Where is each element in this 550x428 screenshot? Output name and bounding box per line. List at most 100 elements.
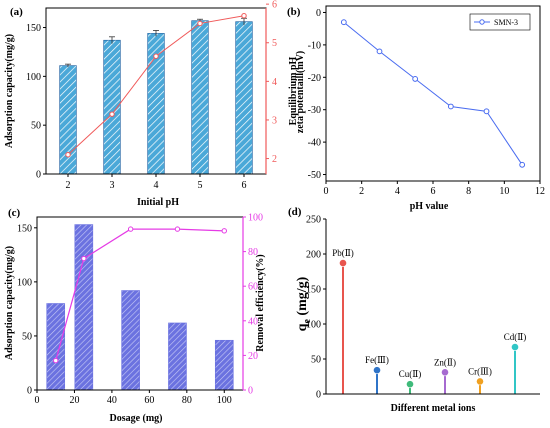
xtick-label-b: 10 (499, 186, 509, 197)
xtick-label-a: 2 (66, 180, 71, 191)
panel-a: (a) 2 3 4 5 6 0 50 100 150 2 3 4 5 6 Initial pH Adsor… (4, 0, 299, 208)
panel-b: (b) 0 2 4 6 8 10 12 0 -10 -20 -30 -40 -50 SMN-3 pH va… (287, 5, 545, 212)
point-zeta-7 (447, 103, 454, 110)
xtick-label-b: 8 (466, 186, 471, 197)
panel-d-ylabel-q: q (295, 323, 310, 331)
point-removal-75 (174, 226, 181, 232)
ytick-label-c: 100 (17, 277, 32, 288)
ytick-label-d: 200 (306, 250, 321, 261)
bar-c-25 (74, 224, 94, 391)
ytick-label-c: 0 (27, 386, 32, 397)
ytick-label-d: 100 (306, 320, 321, 331)
xtick-label-a: 6 (242, 180, 247, 191)
ion-label: Pb(Ⅱ) (332, 248, 354, 258)
marker-4 (476, 377, 484, 386)
ion-label: Cu(Ⅱ) (399, 369, 422, 379)
ytick-label-b: -10 (308, 40, 321, 51)
ytick-label-a: 150 (26, 23, 41, 34)
panel-c-xlabel: Dosage (mg) (109, 413, 162, 424)
panel-a-xlabel: Initial pH (137, 197, 179, 208)
point-zeta-5 (412, 76, 419, 82)
xtick-label-c: 60 (144, 395, 154, 406)
marker-0 (339, 259, 347, 267)
ion-label: Cr(Ⅲ) (468, 366, 492, 376)
point-eq-ph-2 (65, 151, 71, 158)
xtick-label-c: 100 (217, 395, 232, 406)
ytick-label-b: -20 (308, 73, 321, 84)
bar-c-75 (168, 322, 187, 391)
y2tick-label-a: 6 (272, 0, 277, 11)
y2tick-label-c: 40 (248, 316, 258, 327)
y2tick-label-c: 0 (248, 386, 253, 397)
panel-c: (c) 0 20 40 60 80 100 0 50 100 150 0 20 40 60 80 100 Do… (4, 207, 266, 424)
legend-marker-b (479, 19, 485, 25)
point-zeta-3 (376, 48, 383, 55)
marker-3 (441, 368, 449, 377)
legend-box-b (469, 13, 531, 31)
marker-1 (373, 366, 381, 375)
y2tick-label-c: 20 (248, 351, 258, 362)
plot-frame-b (325, 5, 541, 182)
point-removal-100 (221, 228, 227, 234)
xtick-label-b: 2 (359, 186, 364, 197)
bar-a-2 (59, 65, 77, 175)
y2tick-label-c: 100 (248, 213, 263, 224)
point-eq-ph-5 (197, 20, 203, 27)
y2tick-label-c: 60 (248, 282, 258, 293)
ytick-label-c: 150 (17, 223, 32, 234)
ytick-label-b: 0 (316, 8, 321, 19)
panel-b-xlabel: pH value (410, 201, 449, 212)
xtick-label-c: 20 (69, 395, 79, 406)
panel-a-y2label: Equilibrium pH (288, 56, 299, 125)
ion-label: Zn(Ⅱ) (434, 357, 456, 367)
ytick-label-a: 50 (31, 121, 41, 132)
xtick-label-b: 12 (535, 186, 545, 197)
ytick-label-a: 100 (26, 72, 41, 83)
bar-a-6 (235, 21, 253, 175)
y2tick-label-a: 4 (272, 77, 277, 88)
panel-d-xlabel: Different metal ions (391, 403, 476, 414)
point-removal-50 (127, 226, 134, 232)
panel-c-y2label: Removal efficiency(%) (255, 254, 266, 351)
bar-a-5 (191, 20, 209, 175)
xtick-label-b: 0 (324, 186, 329, 197)
marker-2 (406, 380, 414, 389)
point-eq-ph-6 (241, 13, 247, 19)
bar-c-10 (46, 303, 66, 391)
point-zeta-1 (340, 19, 347, 26)
panel-d: (d) Pb(Ⅱ) Fe(Ⅲ) Cu(Ⅱ) Zn(Ⅱ) Cr(Ⅲ) Cd(Ⅱ) 0 50 100… (288, 206, 540, 414)
ytick-label-d: 150 (306, 285, 321, 296)
panel-d-ylabel-sub: e (302, 319, 313, 324)
ytick-label-b: -40 (308, 138, 321, 149)
xtick-label-a: 5 (198, 180, 203, 191)
panel-a-ylabel: Adsorption capacity(mg/g) (4, 34, 15, 148)
point-zeta-11 (519, 161, 526, 168)
xtick-label-c: 0 (35, 395, 40, 406)
panel-c-label: (c) (8, 207, 21, 219)
plot-frame-c (36, 216, 244, 391)
panel-d-label: (d) (288, 206, 302, 218)
xtick-label-a: 4 (154, 180, 159, 191)
panel-d-ylabel-unit: (mg/g) (295, 276, 310, 319)
y2tick-label-a: 2 (272, 154, 277, 165)
ion-label: Fe(Ⅲ) (365, 355, 389, 365)
ytick-label-d: 0 (316, 390, 321, 401)
point-removal-10 (53, 357, 59, 364)
xtick-label-c: 80 (182, 395, 192, 406)
y2tick-label-a: 3 (272, 115, 277, 126)
marker-5 (511, 343, 519, 351)
ytick-label-d: 250 (306, 215, 321, 226)
legend-label-smn3: SMN-3 (494, 18, 518, 27)
xtick-label-b: 4 (395, 186, 400, 197)
ytick-label-c: 50 (22, 331, 32, 342)
panel-a-label: (a) (10, 6, 23, 18)
xtick-label-c: 40 (107, 395, 117, 406)
line-zeta-potential (343, 21, 523, 166)
ytick-label-d: 50 (311, 355, 321, 366)
y2tick-label-a: 5 (272, 38, 277, 49)
panel-c-ylabel: Adsorption capacity(mg/g) (4, 246, 15, 360)
point-zeta-9 (483, 108, 490, 115)
y2tick-label-c: 80 (248, 247, 258, 258)
point-eq-ph-4 (153, 53, 159, 59)
